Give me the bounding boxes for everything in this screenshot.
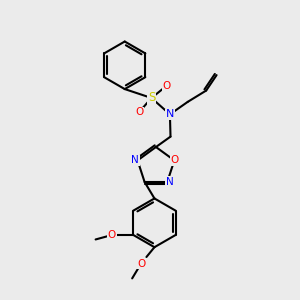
Text: N: N xyxy=(166,177,174,187)
Text: O: O xyxy=(163,80,171,91)
Text: O: O xyxy=(135,107,143,117)
Text: O: O xyxy=(170,155,178,165)
Text: O: O xyxy=(108,230,116,240)
Text: O: O xyxy=(137,259,145,269)
Text: S: S xyxy=(148,92,155,104)
Text: N: N xyxy=(131,155,139,165)
Text: N: N xyxy=(166,109,174,119)
